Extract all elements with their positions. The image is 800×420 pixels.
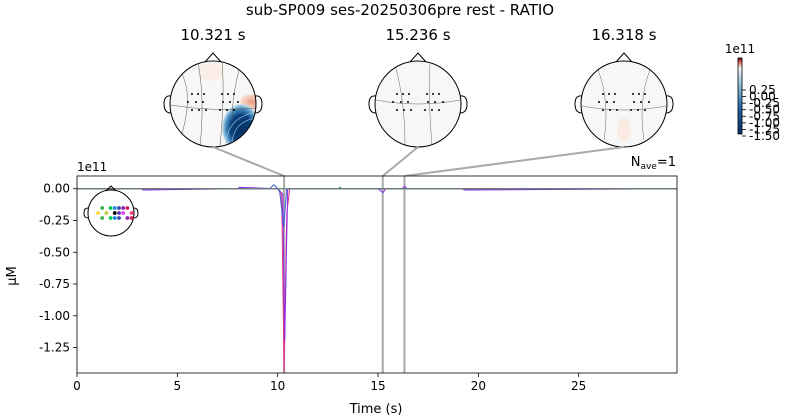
topomap-time-label: 16.318 s <box>591 26 656 44</box>
sensor-dot <box>117 211 121 215</box>
sensor-dot <box>112 206 117 210</box>
sensor-dot <box>125 216 130 220</box>
sensor-dot <box>108 216 113 220</box>
x-tick-label: 5 <box>174 379 182 393</box>
colorbar-tick-label: -0.25 <box>749 96 780 110</box>
nave-annotation: Nave=1 <box>631 155 676 172</box>
figure-title: sub-SP009 ses-20250306pre rest - RATIO <box>245 1 555 19</box>
x-tick-label: 10 <box>270 379 285 393</box>
topomap-connectors <box>212 146 625 177</box>
topomap-connector-line <box>382 146 419 177</box>
colorbar: 1e11 0.250.00-0.25-0.50-0.75-1.00-1.25-1… <box>725 42 780 143</box>
y-axis-exponent: 1e11 <box>77 160 107 174</box>
sensor-dot <box>112 216 117 220</box>
x-tick-label: 25 <box>571 379 586 393</box>
colorbar-tick-label: 0.25 <box>749 83 776 97</box>
colorbar-tick-label: -0.50 <box>749 103 780 117</box>
sensor-dot <box>104 211 109 215</box>
sensor-trace <box>77 184 677 227</box>
x-axis-label: Time (s) <box>349 402 403 417</box>
colorbar-tick-label: 0.00 <box>749 90 776 104</box>
y-tick-label: -0.25 <box>39 213 70 227</box>
y-tick-label: 0.00 <box>43 182 70 196</box>
sensor-legend-head <box>83 185 139 237</box>
y-tick-label: -1.25 <box>39 341 70 355</box>
x-tick-label: 0 <box>73 379 81 393</box>
sensor-dot <box>117 206 121 210</box>
sensor-dot <box>125 206 130 210</box>
colorbar-tick-label: -1.25 <box>749 122 780 136</box>
topomap-time-label: 15.236 s <box>385 26 450 44</box>
y-tick-label: -0.75 <box>39 277 70 291</box>
sensor-dot <box>108 206 113 210</box>
sensor-dot <box>100 216 105 220</box>
sensor-dot <box>121 206 126 210</box>
topomap-connector-line <box>212 146 285 177</box>
y-axis-label: µM <box>5 266 20 286</box>
sensor-dot <box>100 206 105 210</box>
topomap-time-label: 10.321 s <box>180 26 245 44</box>
topomap-connector-line <box>404 146 625 177</box>
colorbar-tick-label: -1.00 <box>749 116 780 130</box>
colorbar-tick-label: -1.50 <box>749 129 780 143</box>
topomap-2 <box>368 52 468 148</box>
y-tick-label: -1.00 <box>39 309 70 323</box>
sensor-dot <box>121 211 126 215</box>
sensor-dot <box>96 211 100 215</box>
topomap-1 <box>163 52 263 148</box>
topomap-3 <box>574 52 674 148</box>
sensor-dot <box>129 211 134 215</box>
x-tick-label: 15 <box>370 379 385 393</box>
colorbar-exponent: 1e11 <box>725 42 755 56</box>
y-tick-label: -0.50 <box>39 245 70 259</box>
colorbar-tick-label: -0.75 <box>749 109 780 123</box>
x-tick-label: 20 <box>471 379 486 393</box>
sensor-dot <box>129 216 134 220</box>
sensor-dot <box>117 216 121 220</box>
evoked-plot: 0 5 10 15 20 25 0.00 -0.25 -0.50 -0.75 -1.00 -1.25… <box>5 155 678 417</box>
sensor-dot <box>112 211 117 215</box>
